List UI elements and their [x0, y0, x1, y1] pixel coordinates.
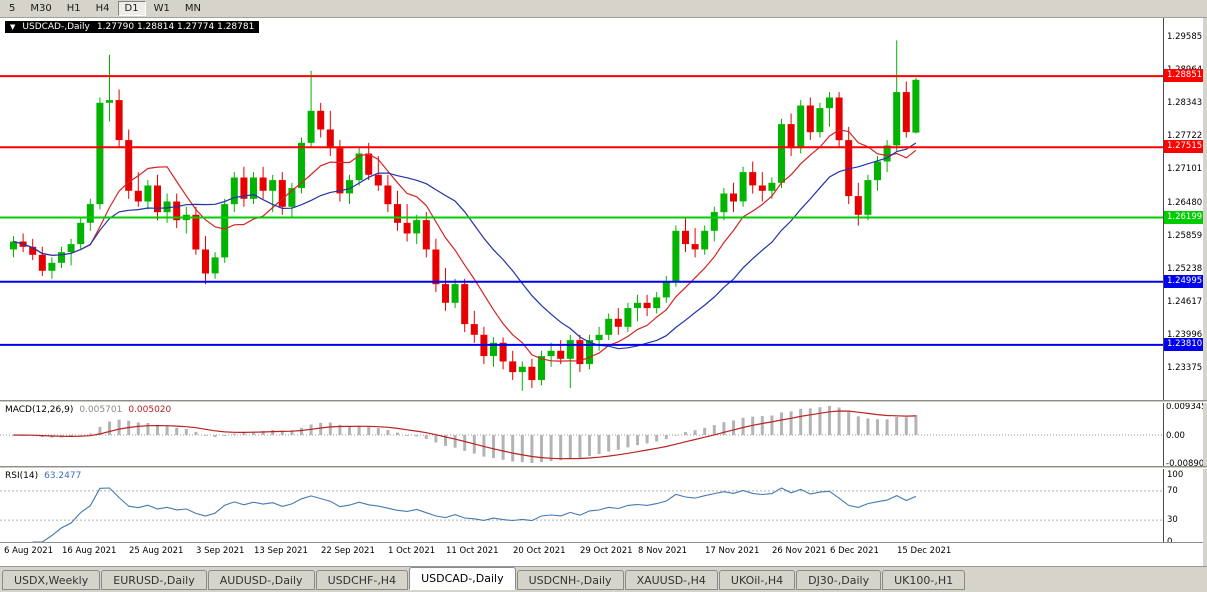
time-axis-label: 25 Aug 2021 [129, 546, 184, 556]
moving-average-line-17[interactable] [13, 142, 917, 350]
time-axis-label: 20 Oct 2021 [513, 546, 566, 556]
rsi-indicator-label: RSI(14) 63.2477 [5, 471, 81, 481]
time-axis-label: 13 Sep 2021 [254, 546, 308, 556]
macd-panel-plot[interactable] [0, 403, 1163, 466]
rsi-value: 63.2477 [44, 471, 82, 481]
candle-bodies-layer [10, 79, 920, 381]
timeframe-h1-button[interactable]: H1 [66, 3, 81, 14]
rsi-axis-label: 70 [1167, 486, 1178, 496]
price-level-badge: 1.28851 [1164, 69, 1204, 82]
time-axis-label: 16 Aug 2021 [62, 546, 117, 556]
chart-tab-uk100-h1[interactable]: UK100-,H1 [882, 570, 966, 590]
collapse-indicator-icon[interactable]: ▼ [10, 23, 16, 31]
price-axis-label: 1.23375 [1167, 363, 1203, 373]
macd-axis-label: 0.00 [1166, 431, 1185, 441]
time-axis-label: 6 Aug 2021 [4, 546, 54, 556]
chart-tab-usdchf-h4[interactable]: USDCHF-,H4 [315, 570, 409, 590]
chart-tab-usdcnh-daily[interactable]: USDCNH-,Daily [516, 570, 624, 590]
panel-splitter[interactable] [0, 466, 1207, 469]
time-axis-label: 26 Nov 2021 [772, 546, 827, 556]
chart-tab-eurusd-daily[interactable]: EURUSD-,Daily [101, 570, 207, 590]
chart-tab-xauusd-h4[interactable]: XAUUSD-,H4 [624, 570, 718, 590]
price-axis-label: 1.25859 [1167, 231, 1203, 241]
time-axis-label: 6 Dec 2021 [830, 546, 879, 556]
timeframe-mn-button[interactable]: MN [184, 3, 201, 14]
time-axis-label: 17 Nov 2021 [705, 546, 760, 556]
macd-indicator-label: MACD(12,26,9) 0.005701 0.005020 [5, 405, 171, 415]
macd-axis-label: 0.009345 [1166, 402, 1207, 412]
panel-splitter[interactable] [0, 400, 1207, 403]
chart-tab-dj30-daily[interactable]: DJ30-,Daily [796, 570, 882, 590]
macd-name: MACD(12,26,9) [5, 405, 74, 415]
chart-title-overlay: ▼ USDCAD-,Daily 1.27790 1.28814 1.27774 … [5, 21, 260, 33]
window-edge [1203, 18, 1207, 592]
time-axis-label: 8 Nov 2021 [638, 546, 688, 556]
macd-value-signal: 0.005020 [128, 405, 172, 415]
price-axis-label: 1.29585 [1167, 32, 1203, 42]
chart-tab-audusd-daily[interactable]: AUDUSD-,Daily [207, 570, 315, 590]
time-axis[interactable]: 6 Aug 2021 16 Aug 2021 25 Aug 2021 3 Sep 20… [0, 542, 1203, 559]
timeframe-h4-button[interactable]: H4 [95, 3, 110, 14]
price-axis-label: 1.27722 [1167, 131, 1203, 141]
price-axis-label: 1.27101 [1167, 164, 1203, 174]
macd-value-main: 0.005701 [79, 405, 123, 415]
time-axis-label: 15 Dec 2021 [897, 546, 952, 556]
moving-average-line-8[interactable] [13, 129, 917, 362]
price-level-badge: 1.27515 [1164, 140, 1204, 153]
price-level-badge: 1.23810 [1164, 338, 1204, 351]
time-axis-label: 29 Oct 2021 [580, 546, 633, 556]
chart-ohlc-values: 1.27790 1.28814 1.27774 1.28781 [96, 22, 255, 32]
timeframe-toolbar: 5 M30 H1 H4 D1 W1 MN [0, 0, 1207, 18]
rsi-panel-plot[interactable] [0, 469, 1163, 542]
chart-tab-usdcad-daily[interactable]: USDCAD-,Daily [409, 567, 516, 590]
chart-symbol-period: USDCAD-,Daily [22, 22, 90, 32]
rsi-line [32, 487, 917, 542]
price-axis[interactable]: 1.295851.289641.283431.277221.271011.264… [1163, 18, 1207, 547]
timeframe-d1-button[interactable]: D1 [117, 1, 146, 16]
macd-axis-label: -0.00890 [1166, 459, 1205, 469]
candle-wicks-layer [13, 40, 917, 391]
price-axis-label: 1.24617 [1167, 297, 1203, 307]
price-axis-label: 1.23996 [1167, 330, 1203, 340]
rsi-axis-label: 30 [1167, 515, 1178, 525]
time-axis-label: 1 Oct 2021 [388, 546, 436, 556]
timeframe-m5-button[interactable]: 5 [9, 3, 16, 14]
timeframe-m30-button[interactable]: M30 [30, 3, 52, 14]
time-axis-label: 11 Oct 2021 [446, 546, 499, 556]
price-level-badge: 1.24995 [1164, 275, 1204, 288]
chart-tab-usdx-weekly[interactable]: USDX,Weekly [2, 570, 101, 590]
rsi-axis-label: 100 [1167, 470, 1184, 480]
price-axis-label: 1.26480 [1167, 198, 1203, 208]
chart-tabs-bar: USDX,Weekly EURUSD-,Daily AUDUSD-,Daily … [0, 566, 1207, 592]
main-chart-plot[interactable] [0, 18, 1163, 400]
rsi-name: RSI(14) [5, 471, 39, 481]
macd-signal-line [13, 410, 916, 460]
time-axis-label: 3 Sep 2021 [196, 546, 245, 556]
price-axis-label: 1.28343 [1167, 98, 1203, 108]
timeframe-w1-button[interactable]: W1 [153, 3, 170, 14]
time-axis-label: 22 Sep 2021 [321, 546, 375, 556]
price-level-badge: 1.26199 [1164, 211, 1204, 224]
price-axis-label: 1.25238 [1167, 264, 1203, 274]
chart-tab-ukoil-h4[interactable]: UKOil-,H4 [718, 570, 796, 590]
